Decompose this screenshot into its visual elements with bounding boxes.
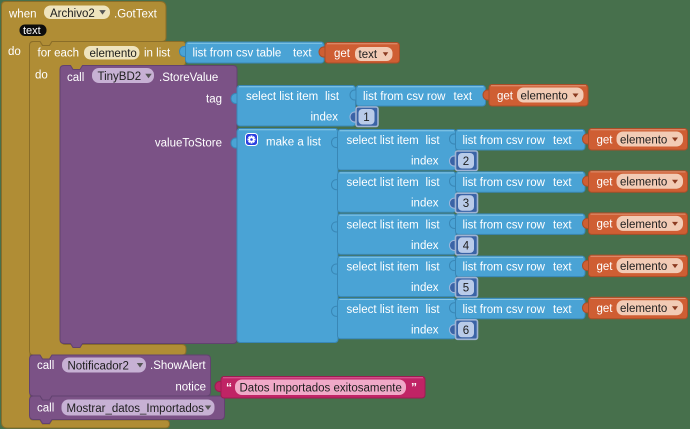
svg-text:text: text xyxy=(359,49,378,61)
svg-text:elemento: elemento xyxy=(521,90,568,102)
svg-text:index: index xyxy=(411,198,439,210)
svg-text:text: text xyxy=(553,177,572,189)
svg-text:text: text xyxy=(553,262,572,274)
svg-text:call: call xyxy=(37,360,54,372)
svg-text:6: 6 xyxy=(463,325,469,337)
svg-text:2: 2 xyxy=(463,156,469,168)
svg-text:elemento: elemento xyxy=(620,177,667,189)
svg-text:call: call xyxy=(67,72,84,84)
svg-text:index: index xyxy=(411,282,439,294)
svg-text:list: list xyxy=(426,219,441,231)
svg-text:3: 3 xyxy=(463,198,469,210)
svg-text:”: ” xyxy=(411,381,417,395)
svg-text:text: text xyxy=(293,48,312,60)
svg-text:TinyBD2: TinyBD2 xyxy=(98,71,142,83)
svg-text:get: get xyxy=(597,177,614,189)
svg-text:elemento: elemento xyxy=(620,219,667,231)
svg-text:Archivo2: Archivo2 xyxy=(50,8,95,20)
svg-text:index: index xyxy=(411,324,439,336)
svg-text:elemento: elemento xyxy=(620,261,667,273)
svg-text:call: call xyxy=(37,403,54,415)
svg-text:select list item: select list item xyxy=(347,177,419,189)
svg-text:“: “ xyxy=(226,381,232,395)
svg-text:do: do xyxy=(35,70,48,82)
svg-text:elemento: elemento xyxy=(90,48,137,60)
svg-text:text: text xyxy=(454,91,473,103)
svg-text:text: text xyxy=(553,219,572,231)
svg-text:text: text xyxy=(553,135,572,147)
svg-text:list: list xyxy=(325,91,340,103)
svg-text:Mostrar_datos_Importados: Mostrar_datos_Importados xyxy=(67,403,205,415)
svg-text:.ShowAlert: .ShowAlert xyxy=(150,360,206,372)
svg-text:select list item: select list item xyxy=(347,135,419,147)
svg-text:list from csv row: list from csv row xyxy=(463,135,546,147)
svg-text:Datos Importados exitosamente: Datos Importados exitosamente xyxy=(240,383,402,395)
svg-text:get: get xyxy=(597,134,614,146)
svg-text:list from csv row: list from csv row xyxy=(463,177,546,189)
svg-text:select list item: select list item xyxy=(347,304,419,316)
svg-text:list: list xyxy=(426,262,441,274)
svg-text:get: get xyxy=(597,303,614,315)
svg-text:get: get xyxy=(334,48,351,60)
svg-text:in list: in list xyxy=(144,48,171,60)
svg-text:index: index xyxy=(311,112,339,124)
svg-text:notice: notice xyxy=(175,382,206,394)
svg-text:list from csv row: list from csv row xyxy=(463,262,546,274)
svg-text:select list item: select list item xyxy=(347,262,419,274)
svg-text:5: 5 xyxy=(463,283,469,295)
svg-text:when: when xyxy=(8,9,37,21)
svg-text:list from csv table: list from csv table xyxy=(193,48,282,60)
svg-text:get: get xyxy=(497,90,514,102)
svg-text:tag: tag xyxy=(206,94,222,106)
svg-text:text: text xyxy=(23,25,41,37)
svg-text:valueToStore: valueToStore xyxy=(155,138,222,150)
svg-text:get: get xyxy=(597,219,614,231)
svg-text:for each: for each xyxy=(38,48,80,60)
svg-text:list: list xyxy=(426,177,441,189)
svg-text:select list item: select list item xyxy=(347,219,419,231)
svg-text:.StoreValue: .StoreValue xyxy=(159,72,218,84)
svg-text:make a list: make a list xyxy=(266,137,322,149)
svg-text:elemento: elemento xyxy=(620,303,667,315)
svg-text:text: text xyxy=(553,304,572,316)
svg-text:index: index xyxy=(411,240,439,252)
svg-text:list: list xyxy=(426,304,441,316)
svg-text:index: index xyxy=(411,156,439,168)
svg-text:elemento: elemento xyxy=(620,134,667,146)
svg-text:list: list xyxy=(426,135,441,147)
svg-text:list from csv row: list from csv row xyxy=(463,304,546,316)
svg-text:get: get xyxy=(597,261,614,273)
svg-text:do: do xyxy=(8,46,21,58)
svg-text:list from csv row: list from csv row xyxy=(363,91,446,103)
svg-text:list from csv row: list from csv row xyxy=(463,219,546,231)
svg-text:.GotText: .GotText xyxy=(114,9,158,21)
svg-text:Notificador2: Notificador2 xyxy=(68,360,129,372)
svg-text:4: 4 xyxy=(463,240,470,252)
svg-text:1: 1 xyxy=(363,112,369,124)
svg-text:select list item: select list item xyxy=(246,91,318,103)
